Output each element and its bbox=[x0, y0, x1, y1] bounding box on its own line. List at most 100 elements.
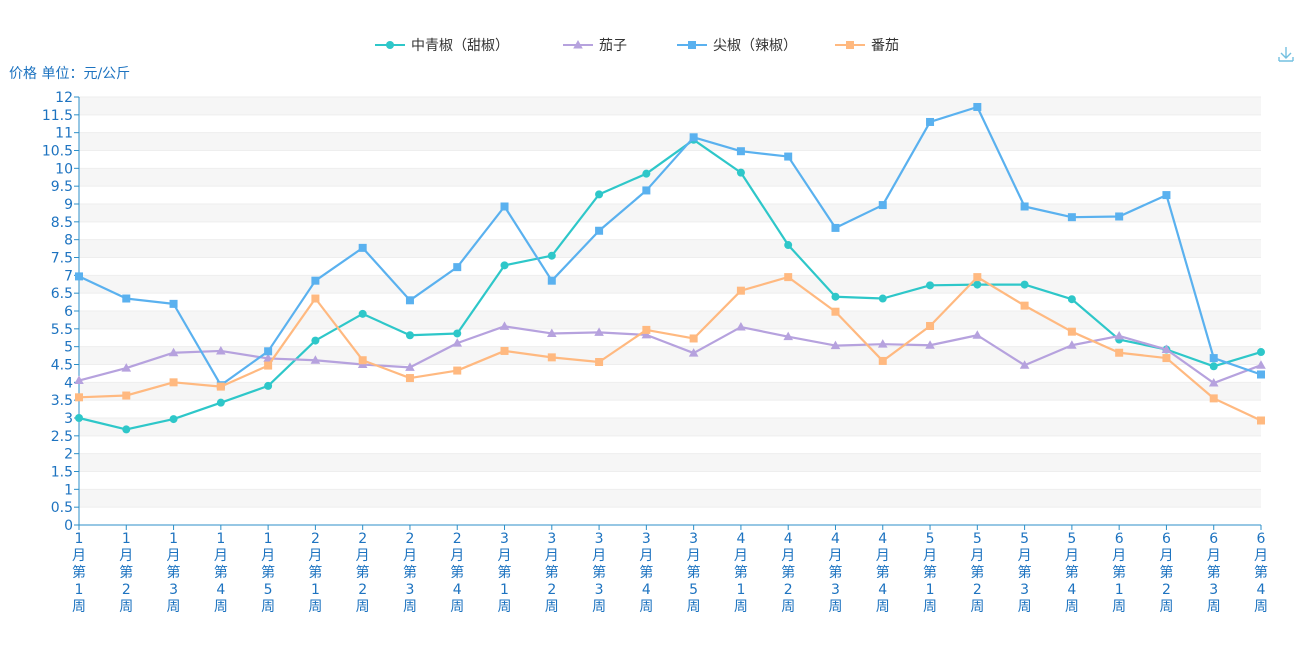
y-axis-label: 价格 单位：元/公斤 bbox=[9, 66, 130, 82]
x-tick-label: 5 月第 1 周 bbox=[923, 531, 937, 615]
y-tick-label: 3 bbox=[64, 411, 73, 427]
series-line bbox=[78, 276, 1262, 422]
series-line bbox=[78, 325, 1262, 385]
data-point bbox=[264, 381, 273, 390]
y-tick-label: 5.5 bbox=[51, 322, 73, 338]
grid-band bbox=[79, 400, 1261, 418]
data-point bbox=[1115, 212, 1124, 221]
data-point bbox=[1209, 354, 1218, 363]
series-3 bbox=[75, 273, 1265, 425]
data-point bbox=[877, 339, 888, 348]
series-layer bbox=[74, 102, 1266, 434]
data-point bbox=[168, 347, 179, 357]
data-point bbox=[122, 391, 131, 400]
data-point bbox=[1067, 295, 1076, 304]
data-point bbox=[595, 226, 604, 235]
legend-label: 番茄 bbox=[871, 37, 899, 54]
data-point bbox=[216, 398, 225, 407]
data-point bbox=[1256, 360, 1266, 369]
data-point bbox=[547, 353, 556, 362]
data-point bbox=[878, 201, 887, 210]
grid-band bbox=[79, 346, 1261, 365]
y-tick-label: 7.5 bbox=[51, 251, 73, 267]
grid-band bbox=[79, 435, 1261, 454]
data-point bbox=[736, 322, 746, 331]
data-point bbox=[122, 425, 131, 434]
download-icon[interactable] bbox=[1275, 43, 1297, 65]
grid-band bbox=[79, 114, 1261, 133]
data-point bbox=[499, 321, 510, 330]
data-point bbox=[358, 309, 367, 318]
data-point bbox=[358, 243, 367, 252]
y-tick-label: 12 bbox=[55, 90, 73, 106]
data-point bbox=[405, 362, 415, 371]
data-point bbox=[216, 345, 226, 355]
y-tick-label: 4 bbox=[64, 375, 73, 391]
data-point bbox=[547, 276, 556, 285]
data-point bbox=[453, 366, 462, 375]
x-tick-label: 3 月第 3 周 bbox=[592, 531, 606, 615]
legend-label: 尖椒（辣椒） bbox=[713, 38, 797, 54]
data-point bbox=[1208, 378, 1219, 387]
legend-marker bbox=[573, 40, 583, 49]
grid-band bbox=[79, 382, 1261, 401]
data-point bbox=[311, 294, 320, 303]
grid-band bbox=[79, 293, 1261, 311]
data-point bbox=[453, 263, 462, 272]
y-tick-label: 8.5 bbox=[51, 215, 73, 231]
x-tick-label: 3 月第 4 周 bbox=[639, 531, 653, 615]
data-point bbox=[452, 338, 463, 347]
x-tick-label: 3 月第 2 周 bbox=[545, 531, 559, 615]
grid-band bbox=[79, 453, 1261, 472]
data-point bbox=[500, 346, 509, 355]
grid-band bbox=[79, 275, 1261, 294]
data-point bbox=[878, 294, 887, 303]
data-point bbox=[1257, 416, 1265, 425]
data-point bbox=[264, 347, 273, 356]
data-point bbox=[264, 361, 273, 370]
legend-label: 中青椒（甜椒） bbox=[411, 38, 509, 54]
data-point bbox=[784, 152, 793, 161]
data-point bbox=[642, 325, 651, 334]
series-2 bbox=[75, 102, 1265, 390]
data-point bbox=[169, 415, 178, 424]
grid-band bbox=[79, 204, 1261, 222]
data-point bbox=[500, 202, 509, 211]
data-point bbox=[642, 186, 651, 195]
legend: 中青椒（甜椒） 茄子 尖椒（辣椒） 番茄 bbox=[375, 37, 899, 54]
grid-band bbox=[79, 150, 1261, 169]
data-point bbox=[831, 307, 840, 316]
data-point bbox=[972, 330, 983, 339]
grid-band bbox=[79, 418, 1261, 436]
data-point bbox=[973, 273, 982, 282]
legend-item[interactable]: 尖椒（辣椒） bbox=[677, 38, 797, 54]
x-tick-label: 4 月第 1 周 bbox=[734, 531, 748, 615]
data-point bbox=[736, 168, 745, 177]
data-point bbox=[736, 286, 745, 295]
y-axis: 0 0.5 11.5 2 2.5 3 3.5 44.5 5 5.5 6 6.5 77.5 8 8.5 9 9.5… bbox=[42, 90, 80, 534]
legend-item[interactable]: 番茄 bbox=[835, 37, 899, 54]
x-tick-label: 3 月第 1 周 bbox=[498, 531, 512, 615]
x-tick-label: 2 月第 2 周 bbox=[356, 531, 370, 615]
data-point bbox=[926, 281, 935, 290]
y-tick-label: 0 bbox=[64, 518, 73, 534]
data-point bbox=[75, 393, 83, 402]
data-point bbox=[1209, 362, 1218, 371]
y-tick-label: 1 bbox=[64, 482, 73, 498]
series-line bbox=[78, 105, 1262, 387]
data-point bbox=[405, 296, 414, 305]
series-line bbox=[78, 138, 1262, 431]
legend-item[interactable]: 中青椒（甜椒） bbox=[375, 38, 509, 54]
y-tick-label: 9.5 bbox=[51, 179, 73, 195]
data-point bbox=[1067, 340, 1077, 349]
legend-marker bbox=[386, 41, 394, 49]
data-point bbox=[594, 327, 604, 336]
legend-item[interactable]: 茄子 bbox=[563, 37, 627, 54]
data-point bbox=[1161, 344, 1172, 354]
data-point bbox=[310, 355, 321, 364]
y-tick-label: 7 bbox=[64, 268, 73, 284]
data-point bbox=[595, 190, 604, 199]
grid-band bbox=[79, 364, 1261, 383]
x-tick-label: 4 月第 2 周 bbox=[781, 531, 795, 615]
data-point bbox=[831, 223, 840, 232]
